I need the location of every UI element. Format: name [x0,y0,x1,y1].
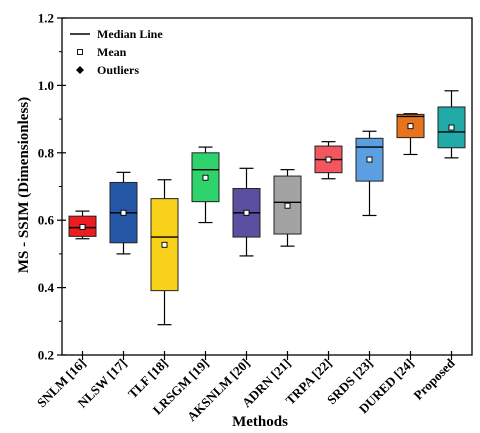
legend-outlier-icon [76,66,84,74]
y-axis-title: MS - SSIM (Dimensionless) [16,97,32,273]
mean-marker [79,223,86,230]
mean-marker [366,156,373,163]
mean-marker [243,209,250,216]
y-tick-label: 0.6 [38,213,55,228]
y-tick-label: 1.2 [38,11,54,26]
mean-marker [448,124,455,131]
mean-marker [202,174,209,181]
legend-label: Mean [97,45,127,59]
mean-marker [407,123,414,130]
mean-marker [120,209,127,216]
mean-marker [325,156,332,163]
x-axis-title: Methods [232,414,288,430]
y-tick-label: 0.8 [38,145,55,160]
box-9 [437,106,466,149]
legend-mean-icon [77,49,83,55]
y-tick-label: 1.0 [38,78,54,93]
y-tick-label: 0.2 [38,348,54,363]
y-tick-label: 0.4 [38,280,55,295]
legend-label: Outliers [97,63,139,77]
mean-marker [284,202,291,209]
legend-label: Median Line [97,27,163,41]
mean-marker [161,241,168,248]
x-tick-label: Proposed [410,355,458,403]
